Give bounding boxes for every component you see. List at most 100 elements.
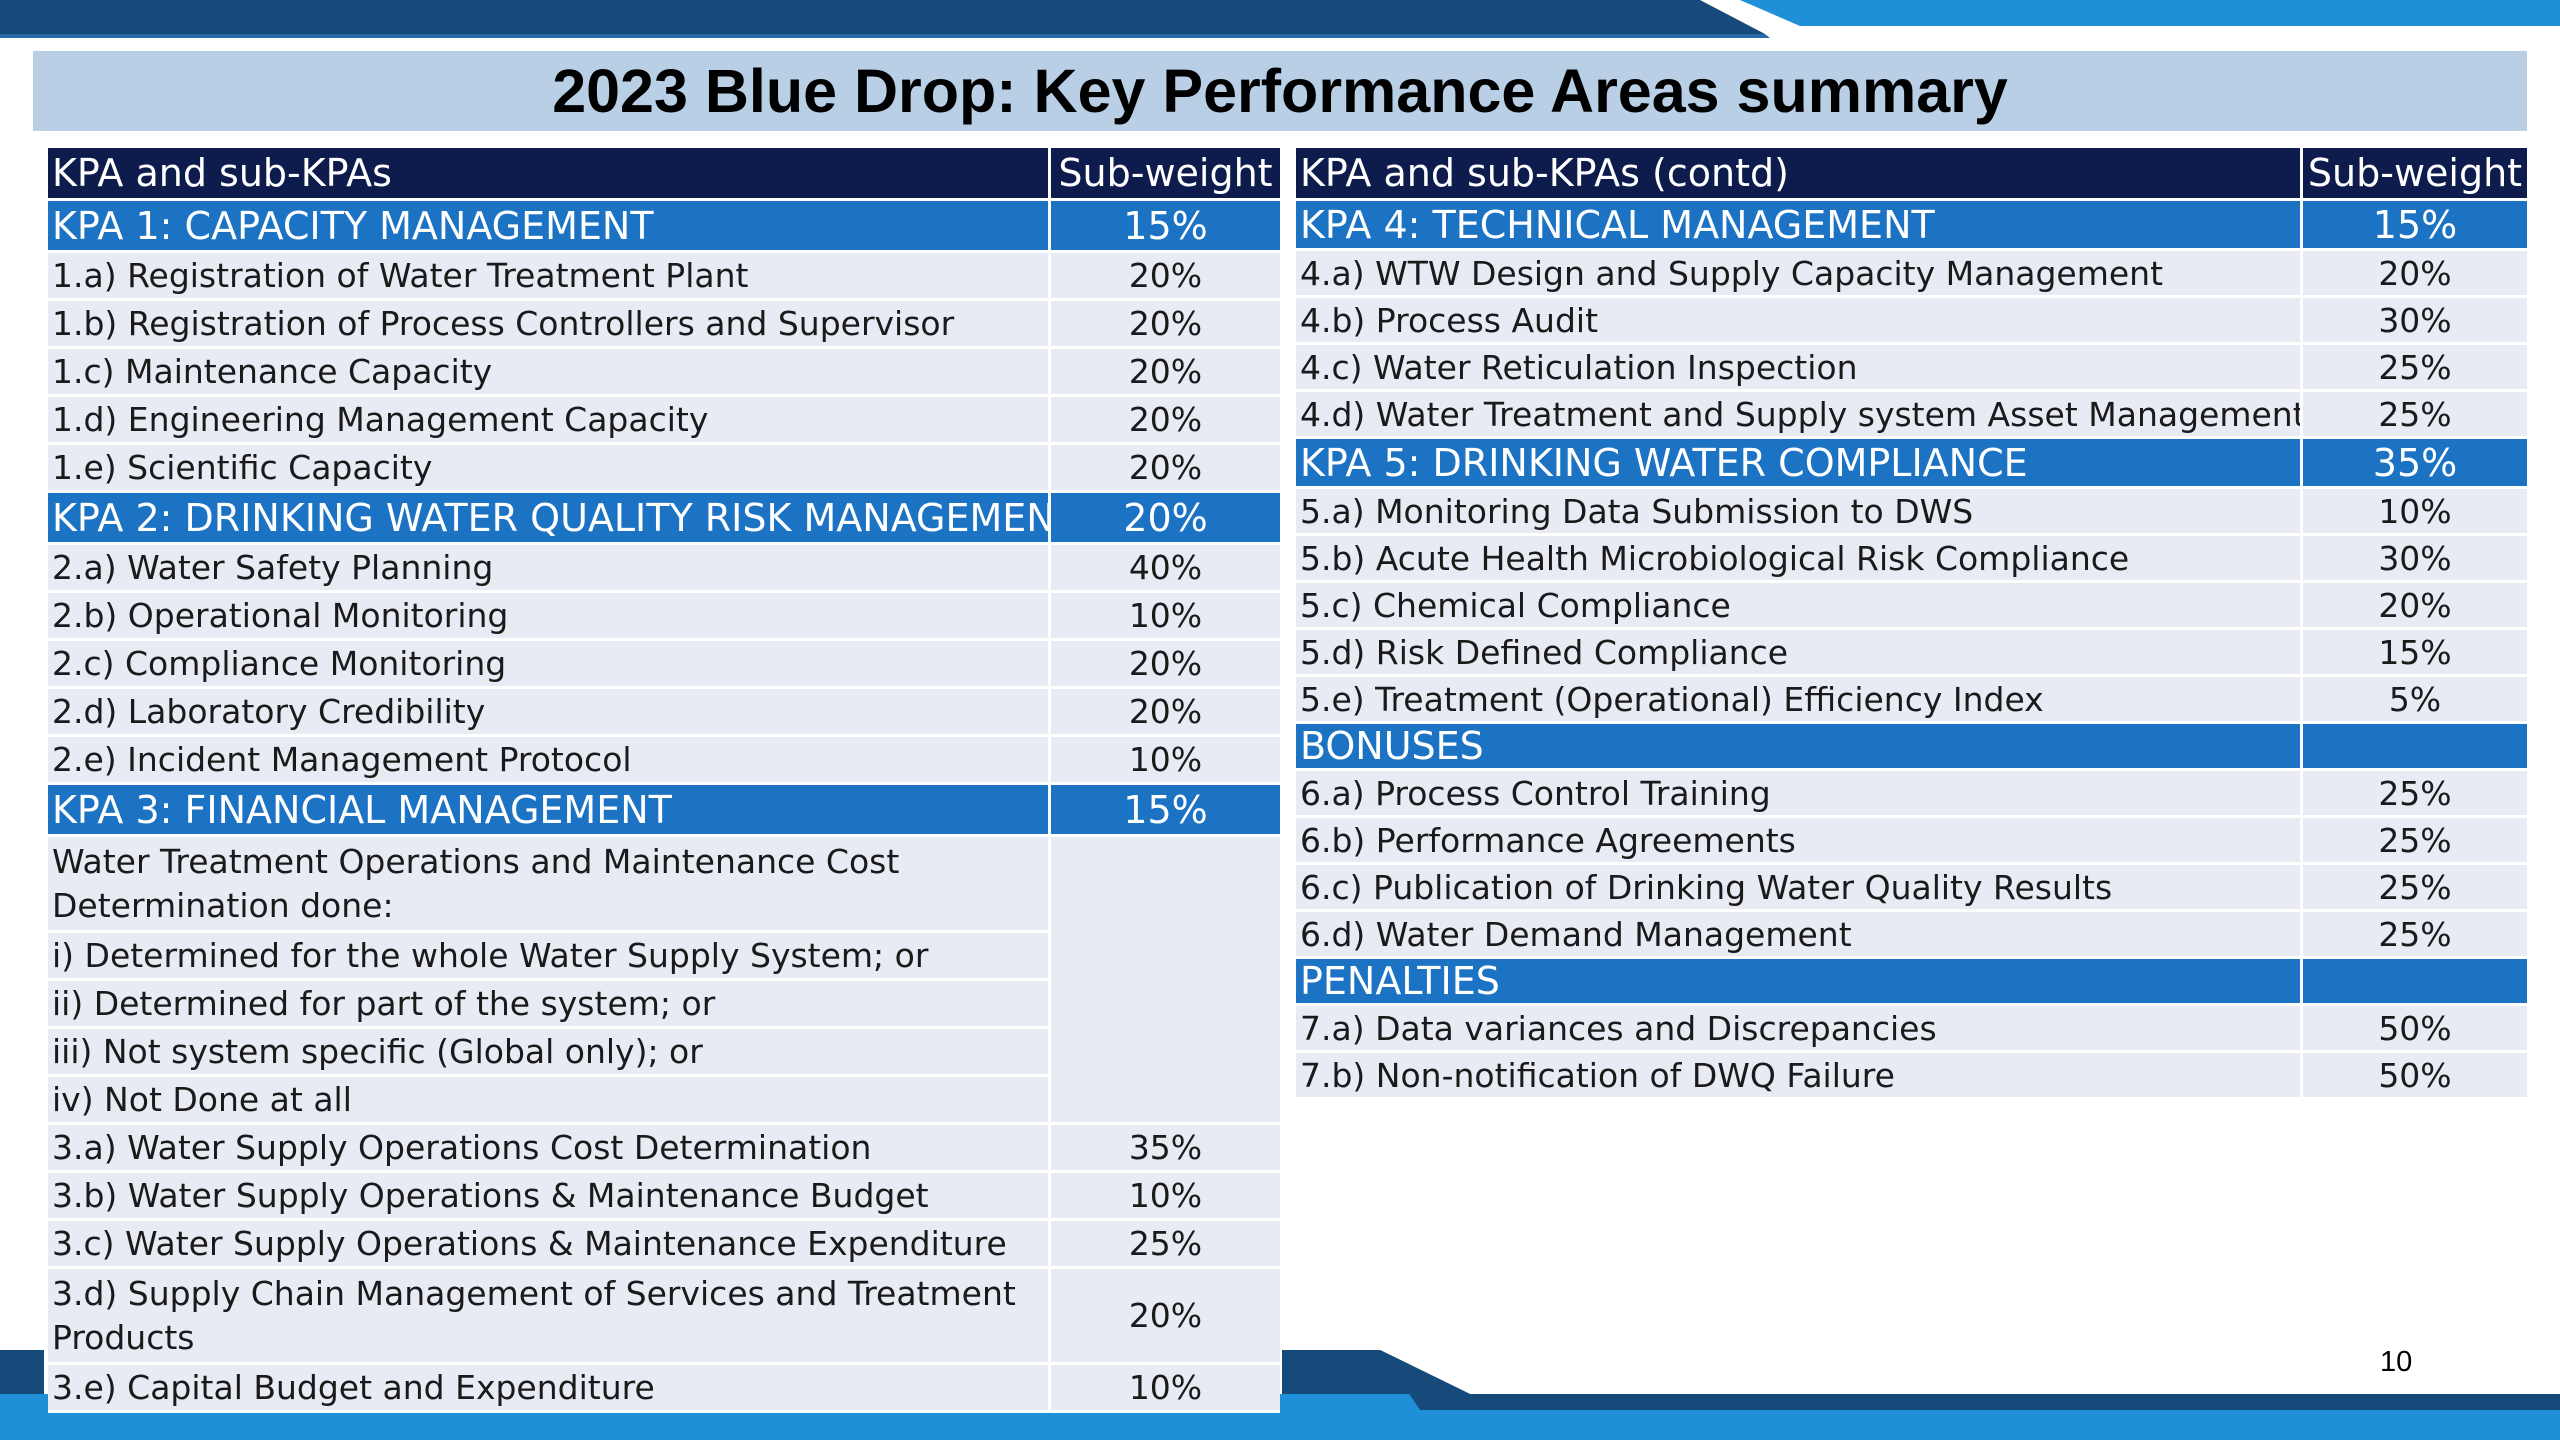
- kpa-row: KPA 3: FINANCIAL MANAGEMENT 15%: [48, 785, 1280, 837]
- left-kpa-table: KPA and sub-KPAs Sub-weight KPA 1: CAPACIT…: [48, 148, 1280, 1413]
- table-header-row: KPA and sub-KPAs Sub-weight: [48, 148, 1280, 201]
- sub-weight-value: 10%: [1048, 1365, 1280, 1413]
- table-row: 6.b) Performance Agreements 25%: [1296, 818, 2527, 865]
- table-row: 1.d) Engineering Management Capacity 20%: [48, 397, 1280, 445]
- table-header-row: KPA and sub-KPAs (contd) Sub-weight: [1296, 148, 2527, 201]
- sub-kpa-label: 3.d) Supply Chain Management of Services…: [48, 1269, 1048, 1365]
- table-row: 2.d) Laboratory Credibility 20%: [48, 689, 1280, 737]
- table-row: 7.a) Data variances and Discrepancies 50%: [1296, 1006, 2527, 1053]
- sub-weight-value: 20%: [1048, 301, 1280, 349]
- sub-weight-value: 50%: [2300, 1053, 2527, 1100]
- table-row: 6.a) Process Control Training 25%: [1296, 771, 2527, 818]
- sub-weight-value: 20%: [2300, 251, 2527, 298]
- page-number: 10: [2380, 1346, 2413, 1378]
- sub-weight-value: 10%: [2300, 489, 2527, 536]
- sub-weight-value: [1048, 837, 1280, 1125]
- sub-kpa-label: 2.d) Laboratory Credibility: [48, 689, 1048, 737]
- kpa-weight: 15%: [2300, 201, 2527, 251]
- sub-kpa-label: 7.b) Non-notification of DWQ Failure: [1296, 1053, 2300, 1100]
- sub-weight-value: 25%: [2300, 771, 2527, 818]
- table-row: 4.b) Process Audit 30%: [1296, 298, 2527, 345]
- sub-weight-value: 10%: [1048, 593, 1280, 641]
- kpa-row: KPA 2: DRINKING WATER QUALITY RISK MANAG…: [48, 493, 1280, 545]
- sub-weight-value: 50%: [2300, 1006, 2527, 1053]
- table-row: 4.a) WTW Design and Supply Capacity Mana…: [1296, 251, 2527, 298]
- sub-kpa-label: 1.c) Maintenance Capacity: [48, 349, 1048, 397]
- page-title: 2023 Blue Drop: Key Performance Areas su…: [552, 57, 2008, 125]
- sub-kpa-label: iii) Not system specific (Global only); …: [48, 1029, 1048, 1077]
- header-weight: Sub-weight: [1048, 148, 1280, 201]
- kpa-row: BONUSES: [1296, 724, 2527, 771]
- table-row: 2.e) Incident Management Protocol 10%: [48, 737, 1280, 785]
- header-label: KPA and sub-KPAs (contd): [1296, 148, 2300, 201]
- sub-kpa-label: 6.a) Process Control Training: [1296, 771, 2300, 818]
- sub-kpa-label: 3.b) Water Supply Operations & Maintenan…: [48, 1173, 1048, 1221]
- kpa-row: KPA 4: TECHNICAL MANAGEMENT 15%: [1296, 201, 2527, 251]
- sub-weight-value: 30%: [2300, 298, 2527, 345]
- table-row: 7.b) Non-notification of DWQ Failure 50%: [1296, 1053, 2527, 1100]
- table-row: 5.d) Risk Defined Compliance 15%: [1296, 630, 2527, 677]
- kpa-weight: [2300, 724, 2527, 771]
- table-row: 1.e) Scientific Capacity 20%: [48, 445, 1280, 493]
- sub-kpa-label: 4.b) Process Audit: [1296, 298, 2300, 345]
- sub-kpa-label: 5.b) Acute Health Microbiological Risk C…: [1296, 536, 2300, 583]
- kpa-weight: [2300, 959, 2527, 1006]
- sub-weight-value: 20%: [1048, 397, 1280, 445]
- table-row: iii) Not system specific (Global only); …: [48, 1029, 1280, 1077]
- kpa-row: KPA 1: CAPACITY MANAGEMENT 15%: [48, 201, 1280, 253]
- table-row: ii) Determined for part of the system; o…: [48, 981, 1280, 1029]
- kpa-label: KPA 3: FINANCIAL MANAGEMENT: [48, 785, 1048, 837]
- sub-weight-value: 20%: [2300, 583, 2527, 630]
- sub-weight-value: 20%: [1048, 1269, 1280, 1365]
- kpa-label: KPA 1: CAPACITY MANAGEMENT: [48, 201, 1048, 253]
- kpa-label: BONUSES: [1296, 724, 2300, 771]
- sub-kpa-label: 3.c) Water Supply Operations & Maintenan…: [48, 1221, 1048, 1269]
- sub-weight-value: 5%: [2300, 677, 2527, 724]
- kpa-label: PENALTIES: [1296, 959, 2300, 1006]
- sub-weight-value: 25%: [2300, 392, 2527, 439]
- sub-weight-value: 25%: [1048, 1221, 1280, 1269]
- sub-kpa-label: 5.a) Monitoring Data Submission to DWS: [1296, 489, 2300, 536]
- table-row: 4.c) Water Reticulation Inspection 25%: [1296, 345, 2527, 392]
- sub-kpa-label: 5.e) Treatment (Operational) Efficiency …: [1296, 677, 2300, 724]
- sub-kpa-label: 3.a) Water Supply Operations Cost Determ…: [48, 1125, 1048, 1173]
- kpa-weight: 20%: [1048, 493, 1280, 545]
- sub-kpa-label: 2.b) Operational Monitoring: [48, 593, 1048, 641]
- sub-kpa-label: iv) Not Done at all: [48, 1077, 1048, 1125]
- sub-kpa-label: ii) Determined for part of the system; o…: [48, 981, 1048, 1029]
- sub-kpa-label: 6.d) Water Demand Management: [1296, 912, 2300, 959]
- table-row: 1.a) Registration of Water Treatment Pla…: [48, 253, 1280, 301]
- sub-kpa-label: 5.c) Chemical Compliance: [1296, 583, 2300, 630]
- kpa-label: KPA 5: DRINKING WATER COMPLIANCE: [1296, 439, 2300, 489]
- table-row: iv) Not Done at all: [48, 1077, 1280, 1125]
- table-row: 2.c) Compliance Monitoring 20%: [48, 641, 1280, 689]
- sub-kpa-label: 3.e) Capital Budget and Expenditure: [48, 1365, 1048, 1413]
- title-bar: 2023 Blue Drop: Key Performance Areas su…: [33, 51, 2527, 131]
- sub-kpa-label: 2.e) Incident Management Protocol: [48, 737, 1048, 785]
- table-row: 5.a) Monitoring Data Submission to DWS 10…: [1296, 489, 2527, 536]
- sub-weight-value: 25%: [2300, 818, 2527, 865]
- kpa-label: KPA 2: DRINKING WATER QUALITY RISK MANAG…: [48, 493, 1048, 545]
- table-row: 2.a) Water Safety Planning 40%: [48, 545, 1280, 593]
- table-row: 1.c) Maintenance Capacity 20%: [48, 349, 1280, 397]
- sub-kpa-label: 1.e) Scientific Capacity: [48, 445, 1048, 493]
- sub-kpa-label: 7.a) Data variances and Discrepancies: [1296, 1006, 2300, 1053]
- table-row: 3.d) Supply Chain Management of Services…: [48, 1269, 1280, 1365]
- table-row: 6.d) Water Demand Management 25%: [1296, 912, 2527, 959]
- table-row: 3.b) Water Supply Operations & Maintenan…: [48, 1173, 1280, 1221]
- sub-kpa-label: 2.a) Water Safety Planning: [48, 545, 1048, 593]
- table-row: 1.b) Registration of Process Controllers…: [48, 301, 1280, 349]
- sub-weight-value: 20%: [1048, 689, 1280, 737]
- kpa-label: KPA 4: TECHNICAL MANAGEMENT: [1296, 201, 2300, 251]
- right-kpa-table: KPA and sub-KPAs (contd) Sub-weight KPA 4:…: [1296, 148, 2527, 1100]
- sub-kpa-label: 2.c) Compliance Monitoring: [48, 641, 1048, 689]
- sub-kpa-label: 6.b) Performance Agreements: [1296, 818, 2300, 865]
- table-row: 6.c) Publication of Drinking Water Quali…: [1296, 865, 2527, 912]
- sub-weight-value: 20%: [1048, 641, 1280, 689]
- sub-weight-value: 10%: [1048, 1173, 1280, 1221]
- sub-kpa-label: 1.b) Registration of Process Controllers…: [48, 301, 1048, 349]
- sub-kpa-label: 5.d) Risk Defined Compliance: [1296, 630, 2300, 677]
- top-band: [0, 0, 2560, 46]
- header-label: KPA and sub-KPAs: [48, 148, 1048, 201]
- table-row: 3.a) Water Supply Operations Cost Determ…: [48, 1125, 1280, 1173]
